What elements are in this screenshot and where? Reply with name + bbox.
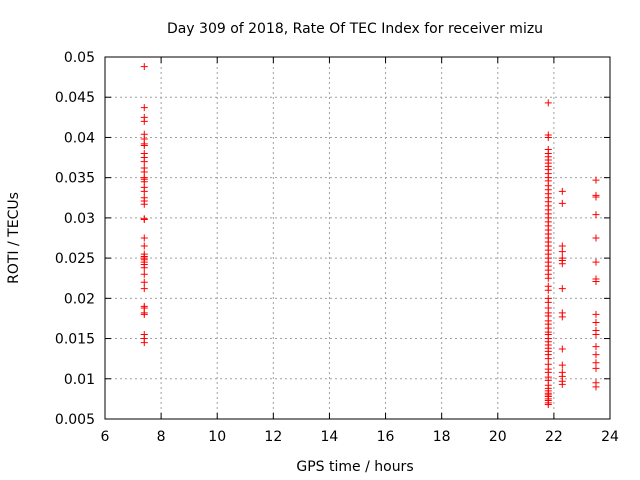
y-tick-label: 0.005 bbox=[55, 412, 95, 428]
data-point bbox=[544, 274, 552, 282]
data-point bbox=[558, 361, 566, 369]
data-point bbox=[140, 264, 148, 272]
data-point bbox=[558, 313, 566, 321]
data-point bbox=[140, 117, 148, 125]
x-tick-label: 6 bbox=[101, 429, 110, 445]
data-point bbox=[140, 63, 148, 71]
x-tick-label: 22 bbox=[545, 429, 563, 445]
data-point bbox=[140, 310, 148, 318]
data-point bbox=[558, 199, 566, 207]
x-tick-label: 18 bbox=[433, 429, 451, 445]
data-point bbox=[592, 383, 600, 391]
x-tick-label: 20 bbox=[489, 429, 507, 445]
data-point bbox=[140, 339, 148, 347]
data-point bbox=[544, 286, 552, 294]
data-point bbox=[140, 285, 148, 293]
chart-title: Day 309 of 2018, Rate Of TEC Index for r… bbox=[167, 21, 543, 37]
x-tick-label: 12 bbox=[264, 429, 282, 445]
data-point bbox=[544, 133, 552, 141]
x-tick-label: 16 bbox=[377, 429, 395, 445]
data-point bbox=[544, 401, 552, 409]
y-tick-label: 0.05 bbox=[64, 50, 95, 66]
y-axis-title: ROTI / TECUs bbox=[6, 192, 22, 284]
data-point bbox=[592, 364, 600, 372]
data-point bbox=[140, 270, 148, 278]
x-tick-label: 8 bbox=[157, 429, 166, 445]
x-axis-title: GPS time / hours bbox=[296, 459, 413, 475]
data-point bbox=[592, 211, 600, 219]
data-point bbox=[140, 200, 148, 208]
data-point bbox=[558, 345, 566, 353]
data-point bbox=[140, 242, 148, 250]
data-point bbox=[544, 99, 552, 107]
data-point bbox=[140, 187, 148, 195]
data-point bbox=[140, 215, 148, 223]
data-point bbox=[558, 260, 566, 268]
y-tick-label: 0.015 bbox=[55, 332, 95, 348]
y-tick-label: 0.02 bbox=[64, 291, 95, 307]
axis-ticks: 0.005 0.01 0.015 0.02 0.025 0.03 0.035 0.04 0.04… bbox=[55, 50, 619, 445]
data-point bbox=[140, 104, 148, 112]
y-tick-label: 0.045 bbox=[55, 90, 95, 106]
data-point bbox=[592, 310, 600, 318]
y-tick-label: 0.01 bbox=[64, 372, 95, 388]
data-point bbox=[558, 248, 566, 256]
y-tick-label: 0.03 bbox=[64, 211, 95, 227]
data-markers bbox=[140, 63, 600, 409]
data-point bbox=[592, 277, 600, 285]
x-tick-label: 10 bbox=[208, 429, 226, 445]
data-point bbox=[558, 285, 566, 293]
y-tick-label: 0.025 bbox=[55, 251, 95, 267]
data-point bbox=[592, 193, 600, 201]
data-point bbox=[592, 318, 600, 326]
data-point bbox=[592, 234, 600, 242]
grid bbox=[105, 57, 610, 419]
data-point bbox=[592, 351, 600, 359]
data-point bbox=[592, 331, 600, 339]
data-point bbox=[592, 258, 600, 266]
data-point bbox=[140, 278, 148, 286]
data-point bbox=[558, 187, 566, 195]
data-point bbox=[558, 380, 566, 388]
data-point bbox=[592, 343, 600, 351]
data-point bbox=[592, 176, 600, 184]
data-point bbox=[140, 141, 148, 149]
plot-frame bbox=[104, 56, 611, 420]
y-tick-label: 0.04 bbox=[64, 130, 95, 146]
data-point bbox=[140, 234, 148, 242]
data-point bbox=[140, 158, 148, 166]
x-tick-label: 24 bbox=[601, 429, 619, 445]
x-tick-label: 14 bbox=[321, 429, 339, 445]
y-tick-label: 0.035 bbox=[55, 171, 95, 187]
